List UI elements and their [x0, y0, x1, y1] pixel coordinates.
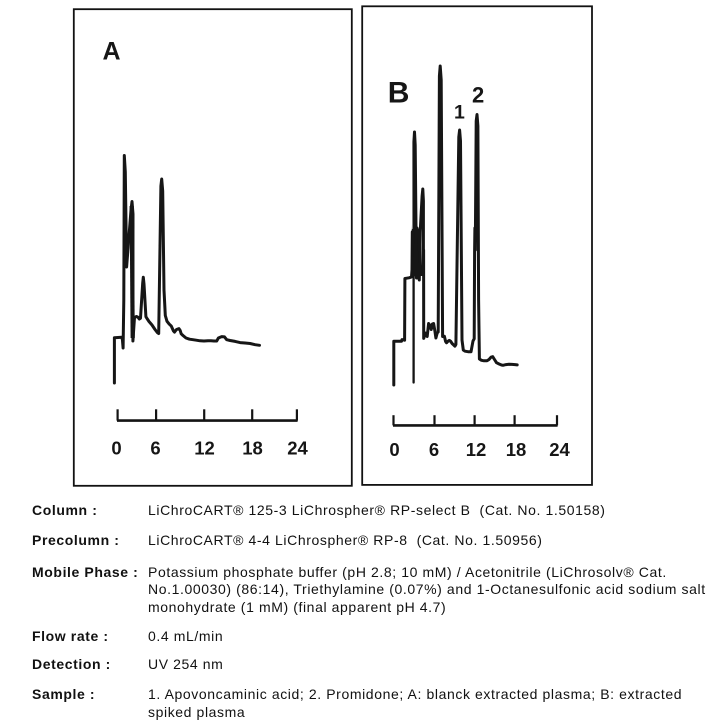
svg-text:6: 6 [429, 439, 439, 460]
svg-text:18: 18 [242, 438, 263, 459]
svg-text:18: 18 [506, 439, 527, 460]
svg-text:24: 24 [549, 439, 570, 460]
svg-text:0: 0 [111, 438, 121, 459]
svg-text:12: 12 [466, 439, 487, 460]
svg-text:24: 24 [287, 438, 308, 459]
svg-text:1: 1 [454, 102, 465, 124]
svg-text:6: 6 [150, 438, 160, 459]
svg-text:12: 12 [194, 438, 215, 459]
svg-text:B: B [388, 77, 410, 110]
svg-text:A: A [103, 38, 121, 66]
svg-text:2: 2 [472, 83, 484, 108]
svg-text:0: 0 [389, 439, 399, 460]
